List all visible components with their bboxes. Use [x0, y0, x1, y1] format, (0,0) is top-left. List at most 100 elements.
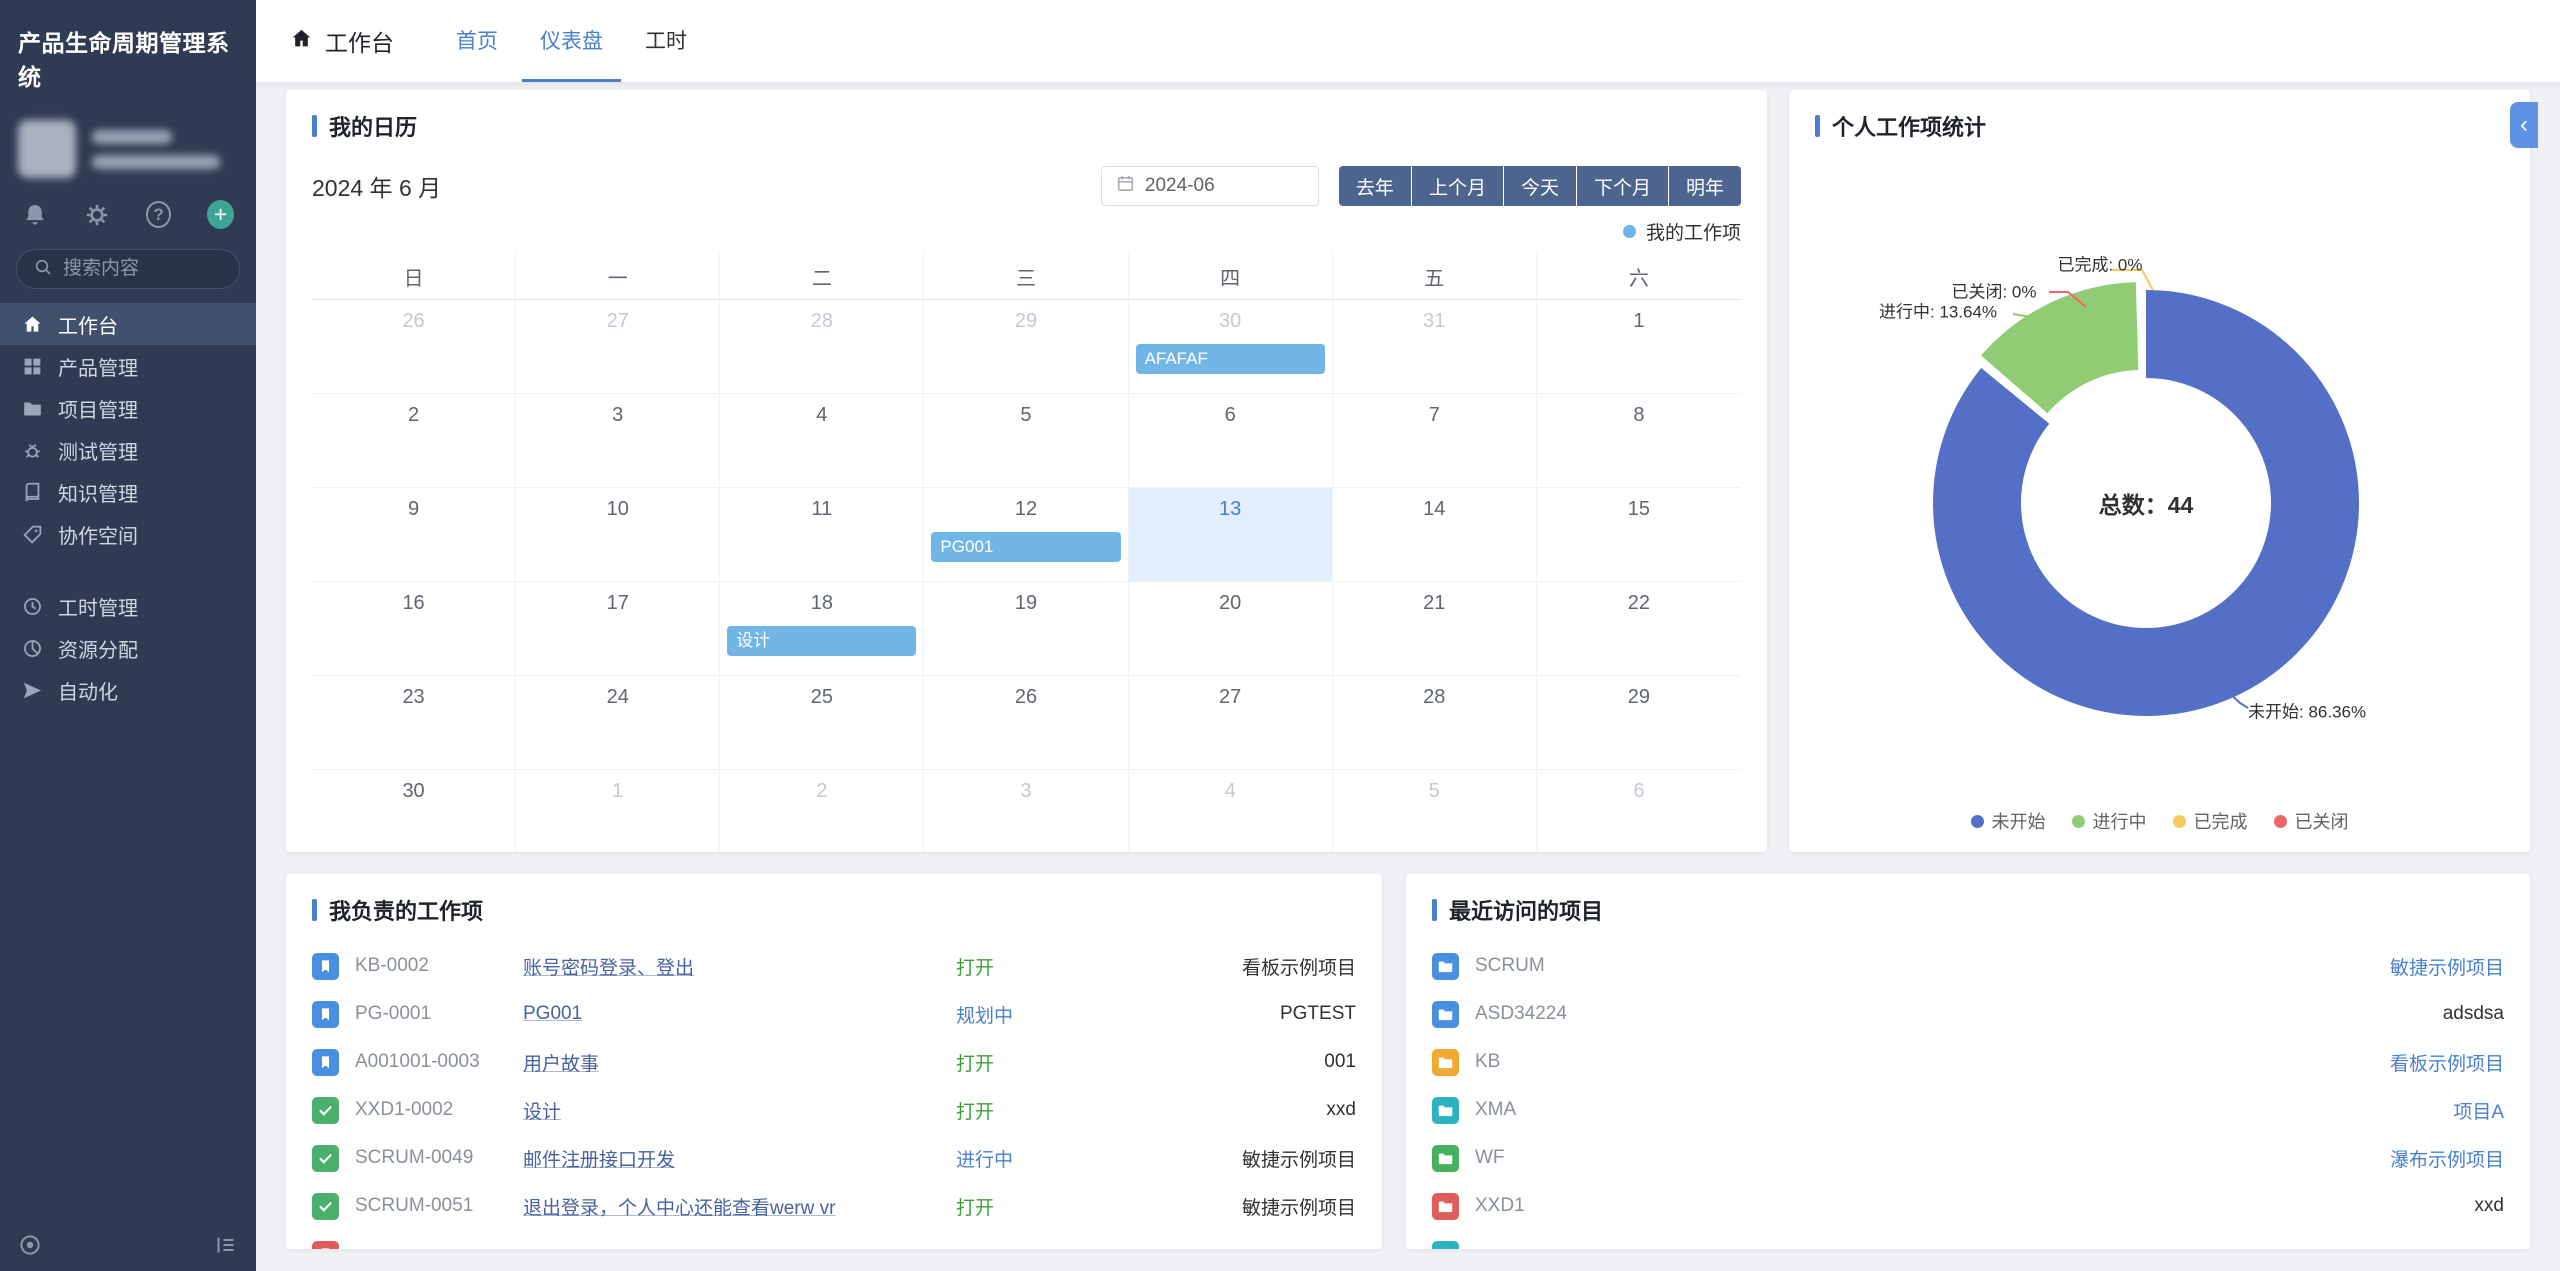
- calendar-cell[interactable]: 3: [924, 770, 1129, 852]
- next-year-button[interactable]: 明年: [1668, 166, 1741, 206]
- item-title-link[interactable]: 设计: [523, 1101, 562, 1123]
- sidebar-item-workbench[interactable]: 工作台: [0, 303, 256, 345]
- search-icon: [33, 257, 53, 282]
- next-month-button[interactable]: 下个月: [1576, 166, 1668, 206]
- prev-year-button[interactable]: 去年: [1338, 166, 1411, 206]
- calendar-cell[interactable]: 9: [312, 488, 517, 582]
- calendar-cell[interactable]: 28: [720, 300, 925, 394]
- calendar-cell[interactable]: 7: [1332, 394, 1537, 488]
- calendar-cell[interactable]: 5: [924, 394, 1129, 488]
- tab-home[interactable]: 首页: [456, 29, 498, 53]
- calendar-event[interactable]: AFAFAF: [1135, 344, 1325, 374]
- workspace-breadcrumb[interactable]: 工作台: [290, 0, 394, 82]
- recent-projects-card: 最近访问的项目 SCRUM 敏捷示例项目 ASD34224 adsdsa KB 看板示例项…: [1406, 874, 2530, 1249]
- recent-project-row: SCRUM 敏捷示例项目: [1432, 942, 2504, 990]
- settings-button[interactable]: [84, 202, 110, 228]
- pie-legend-item-3[interactable]: 已关闭: [2273, 808, 2349, 834]
- calendar-cell[interactable]: 20: [1128, 582, 1333, 676]
- calendar-cell[interactable]: 10: [516, 488, 721, 582]
- calendar-cell[interactable]: 28: [1332, 676, 1537, 770]
- calendar-cell[interactable]: 22: [1536, 582, 1741, 676]
- calendar-day-number: 10: [606, 498, 629, 520]
- calendar-cell[interactable]: 25: [720, 676, 925, 770]
- sidebar-item-hours[interactable]: 工时管理: [0, 585, 256, 627]
- calendar-cell[interactable]: 3: [516, 394, 721, 488]
- theme-toggle-button[interactable]: [18, 1233, 42, 1257]
- home-icon: [292, 29, 311, 46]
- project-name-link[interactable]: 项目A: [2453, 1101, 2504, 1123]
- month-picker[interactable]: 2024-06: [1100, 166, 1319, 206]
- calendar-cell[interactable]: 4: [720, 394, 925, 488]
- calendar-day-number: 16: [402, 592, 425, 614]
- calendar-cell[interactable]: 2: [720, 770, 925, 852]
- calendar-cell[interactable]: 5: [1333, 770, 1537, 852]
- tab-dashboard[interactable]: 仪表盘: [522, 0, 621, 82]
- sidebar-item-automation[interactable]: 自动化: [0, 669, 256, 711]
- calendar-cell[interactable]: 2: [312, 394, 517, 488]
- work-item-row: A001001-0003 用户故事 打开 001: [312, 1038, 1356, 1086]
- calendar-cell[interactable]: 15: [1536, 488, 1741, 582]
- calendar-cell[interactable]: 30 AFAFAF: [1128, 300, 1333, 394]
- collapse-sidebar-button[interactable]: [214, 1233, 238, 1257]
- pie-legend-item-1[interactable]: 进行中: [2071, 808, 2147, 834]
- calendar-cell[interactable]: 30: [312, 770, 517, 852]
- calendar-cell[interactable]: 29: [924, 300, 1129, 394]
- project-name-link[interactable]: xxd: [2474, 1195, 2504, 1216]
- calendar-cell[interactable]: 29: [1536, 676, 1741, 770]
- calendar-cell[interactable]: 6: [1128, 394, 1333, 488]
- item-title-link[interactable]: PG001: [523, 1003, 583, 1024]
- pie-slice-1[interactable]: [1916, 273, 2376, 733]
- prev-month-button[interactable]: 上个月: [1411, 166, 1503, 206]
- calendar-cell[interactable]: 19: [924, 582, 1129, 676]
- today-button[interactable]: 今天: [1503, 166, 1576, 206]
- calendar-cell[interactable]: 16: [312, 582, 517, 676]
- calendar-cell[interactable]: 6: [1537, 770, 1741, 852]
- help-button[interactable]: ?: [146, 201, 172, 228]
- calendar-cell[interactable]: 18 设计: [720, 582, 925, 676]
- pie-slice-0[interactable]: [1933, 290, 2359, 716]
- sidebar-item-resources[interactable]: 资源分配: [0, 627, 256, 669]
- calendar-cell[interactable]: 11: [720, 488, 925, 582]
- sidebar-item-knowledge[interactable]: 知识管理: [0, 471, 256, 513]
- pie-label-2: 已完成: 0%: [2057, 255, 2143, 275]
- avatar[interactable]: [18, 120, 76, 178]
- calendar-cell[interactable]: 1: [1536, 300, 1741, 394]
- calendar-cell[interactable]: 12 PG001: [924, 488, 1129, 582]
- calendar-cell[interactable]: 26: [312, 300, 517, 394]
- calendar-cell[interactable]: 8: [1536, 394, 1741, 488]
- collapse-panel-button[interactable]: ‹: [2510, 102, 2538, 148]
- notifications-button[interactable]: [22, 202, 48, 228]
- calendar-cell[interactable]: 27: [516, 300, 721, 394]
- calendar-cell[interactable]: 1: [516, 770, 721, 852]
- calendar-event[interactable]: 设计: [727, 626, 917, 656]
- item-title-link[interactable]: 邮件注册接口开发: [523, 1149, 676, 1171]
- sidebar-item-testing[interactable]: 测试管理: [0, 429, 256, 471]
- project-name-link[interactable]: adsdsa: [2442, 1003, 2504, 1024]
- calendar-cell[interactable]: 17: [516, 582, 721, 676]
- search-input[interactable]: [63, 258, 213, 280]
- calendar-cell[interactable]: 13: [1128, 488, 1333, 582]
- project-name-link[interactable]: 敏捷示例项目: [2389, 957, 2504, 979]
- create-button[interactable]: +: [207, 200, 234, 229]
- user-profile[interactable]: [0, 98, 256, 186]
- pie-legend-item-2[interactable]: 已完成: [2172, 808, 2248, 834]
- item-title-link[interactable]: 账号密码登录、登出: [523, 957, 695, 979]
- calendar-cell[interactable]: 14: [1332, 488, 1537, 582]
- calendar-cell[interactable]: 31: [1332, 300, 1537, 394]
- project-name-link[interactable]: 瀑布示例项目: [2389, 1149, 2504, 1171]
- calendar-cell[interactable]: 23: [312, 676, 517, 770]
- calendar-cell[interactable]: 27: [1128, 676, 1333, 770]
- calendar-cell[interactable]: 4: [1129, 770, 1333, 852]
- calendar-event[interactable]: PG001: [931, 532, 1121, 562]
- pie-legend-item-0[interactable]: 未开始: [1970, 808, 2046, 834]
- sidebar-item-projects[interactable]: 项目管理: [0, 387, 256, 429]
- calendar-cell[interactable]: 21: [1332, 582, 1537, 676]
- item-title-link[interactable]: 退出登录，个人中心还能查看werw vr: [523, 1197, 836, 1219]
- project-name-link[interactable]: 看板示例项目: [2389, 1053, 2504, 1075]
- calendar-cell[interactable]: 26: [924, 676, 1129, 770]
- sidebar-item-products[interactable]: 产品管理: [0, 345, 256, 387]
- calendar-cell[interactable]: 24: [516, 676, 721, 770]
- sidebar-item-collab[interactable]: 协作空间: [0, 513, 256, 555]
- item-title-link[interactable]: 用户故事: [523, 1053, 600, 1075]
- tab-worktime[interactable]: 工时: [645, 29, 687, 53]
